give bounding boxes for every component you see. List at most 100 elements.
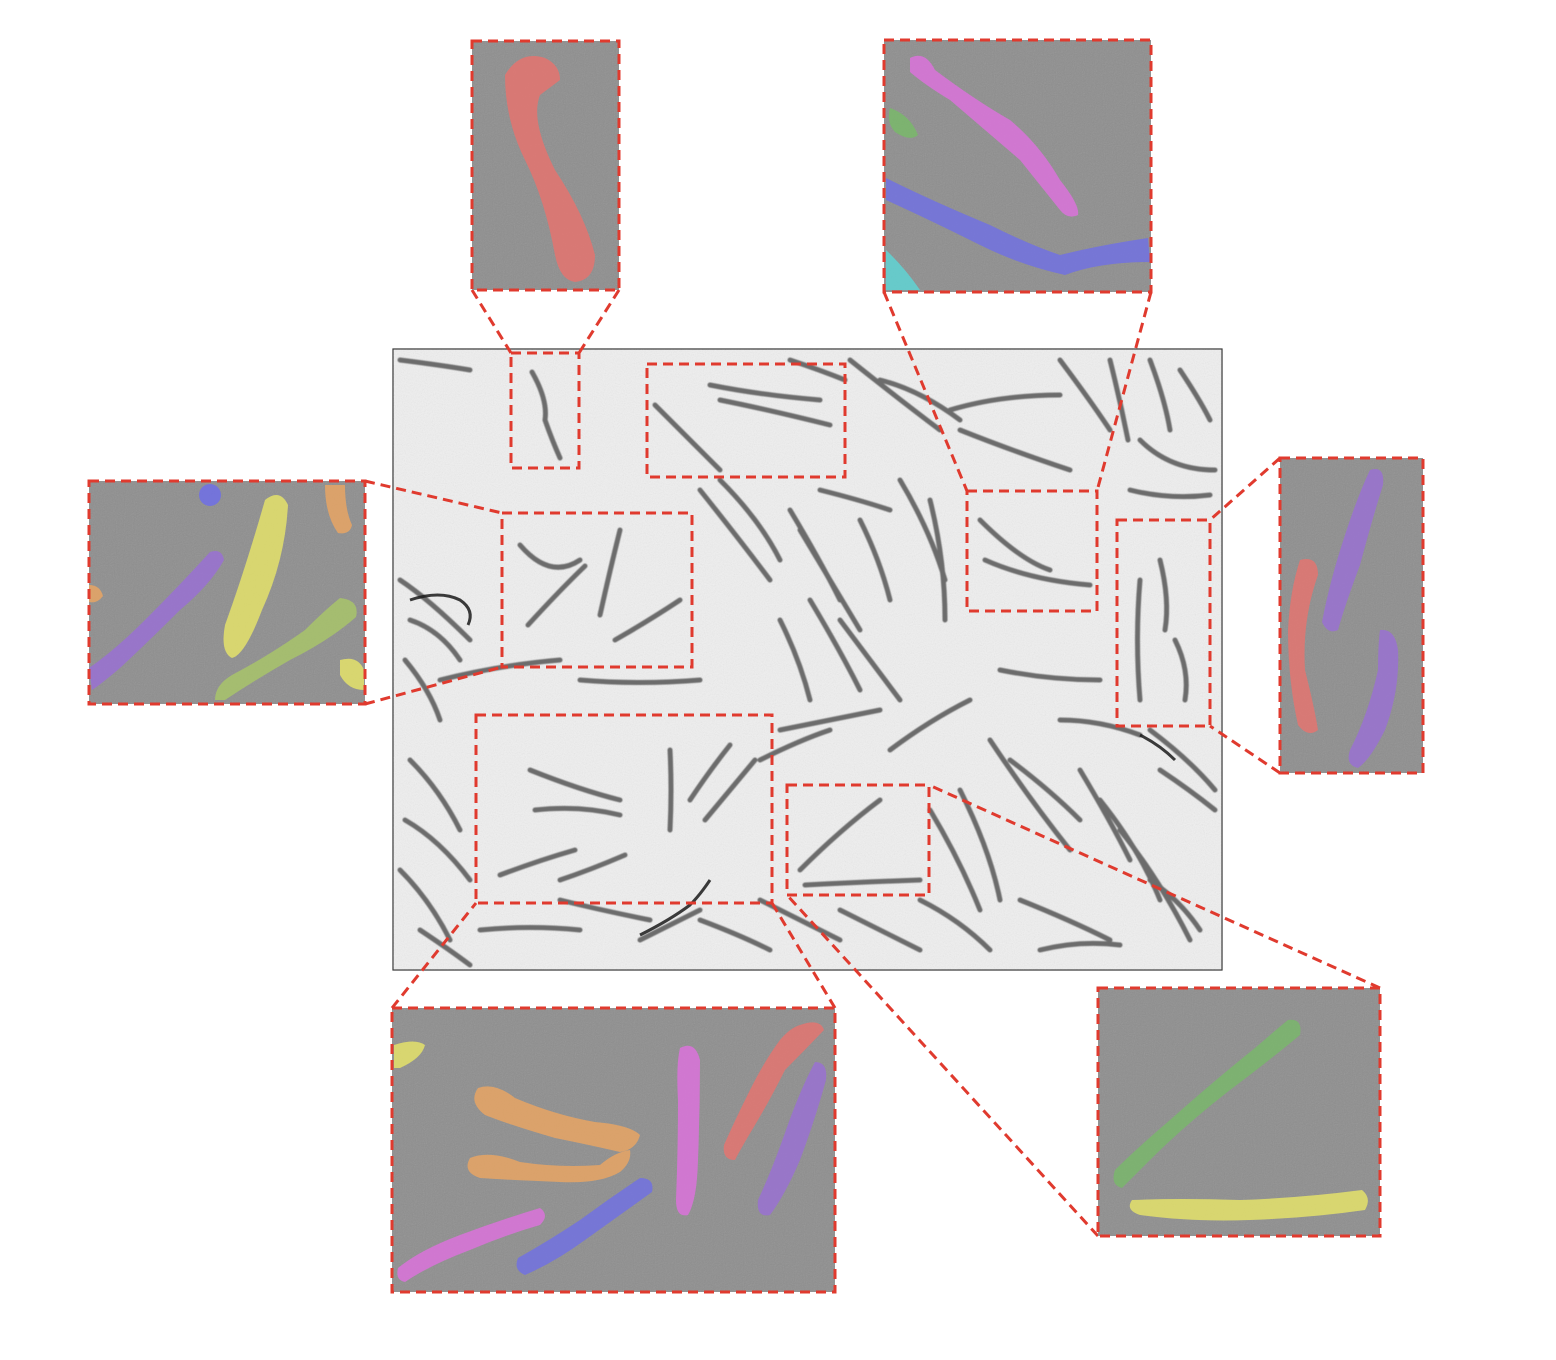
filament bbox=[687, 742, 733, 803]
filament bbox=[787, 357, 848, 383]
segmentation-mask-purple bbox=[1322, 469, 1384, 632]
top-left-inset bbox=[470, 39, 621, 292]
filament bbox=[637, 907, 703, 943]
filament bbox=[529, 369, 563, 461]
connector bbox=[470, 289, 513, 354]
filament bbox=[477, 925, 583, 933]
source-region-right bbox=[1115, 518, 1212, 728]
source-region-left bbox=[500, 511, 694, 669]
filament bbox=[837, 617, 903, 703]
connector bbox=[785, 893, 1100, 1238]
filament bbox=[577, 677, 703, 685]
filament bbox=[797, 797, 883, 873]
right-inset bbox=[1278, 456, 1425, 775]
filament bbox=[877, 377, 963, 423]
dark-fiber bbox=[1139, 733, 1177, 762]
segmentation-mask-magenta bbox=[910, 55, 1079, 217]
filament bbox=[757, 727, 833, 763]
source-region-bottom-left bbox=[474, 713, 774, 905]
filament bbox=[1147, 357, 1173, 433]
micrograph-grain bbox=[393, 349, 1222, 970]
filament bbox=[837, 907, 923, 953]
inset-border bbox=[390, 1006, 837, 1294]
filament bbox=[532, 805, 623, 818]
segmentation-mask-red bbox=[1288, 559, 1318, 734]
inset-grain bbox=[89, 481, 365, 704]
filament bbox=[977, 517, 1053, 573]
segmentation-mask-orange bbox=[89, 585, 103, 603]
filament bbox=[1177, 367, 1213, 423]
connector bbox=[364, 479, 503, 515]
filament bbox=[525, 563, 588, 628]
filament bbox=[402, 817, 473, 883]
filament bbox=[667, 747, 674, 833]
segmentation-mask-orange bbox=[474, 1086, 640, 1152]
filament bbox=[1037, 940, 1123, 953]
segmentation-mask-purple bbox=[1348, 629, 1399, 768]
inset-border bbox=[87, 479, 367, 706]
filament bbox=[1007, 757, 1083, 823]
source-region-bottom-right bbox=[785, 783, 931, 897]
segmentation-mask-magenta bbox=[676, 1045, 700, 1216]
filament bbox=[777, 707, 883, 733]
filament bbox=[802, 877, 923, 888]
filament bbox=[1137, 437, 1218, 473]
filament bbox=[402, 657, 443, 723]
filament bbox=[982, 557, 1093, 588]
segmentation-mask-yellow bbox=[223, 495, 288, 658]
filament bbox=[817, 487, 893, 513]
filament bbox=[1147, 727, 1218, 793]
filament bbox=[1057, 717, 1143, 738]
source-region-top-right bbox=[965, 489, 1099, 613]
filament bbox=[407, 617, 463, 663]
bottom-right-inset bbox=[1096, 986, 1382, 1238]
inset-border bbox=[1278, 456, 1425, 775]
inset-border bbox=[1096, 986, 1382, 1238]
segmentation-mask-red bbox=[723, 1022, 824, 1160]
filament bbox=[1157, 767, 1218, 813]
filament bbox=[702, 757, 758, 823]
filament bbox=[797, 527, 863, 633]
segmentation-mask-orange bbox=[467, 1150, 631, 1183]
filament bbox=[857, 517, 893, 603]
filament bbox=[652, 402, 723, 473]
connector bbox=[1209, 724, 1281, 775]
segmentation-mask-purple bbox=[757, 1062, 827, 1216]
segmentation-mask-olive bbox=[215, 598, 357, 700]
filament bbox=[497, 847, 578, 878]
connector bbox=[364, 665, 503, 706]
segmentation-mask-magenta bbox=[397, 1208, 545, 1282]
dark-fibers bbox=[409, 593, 1177, 937]
callout-connectors bbox=[364, 289, 1381, 1238]
filament bbox=[527, 767, 623, 803]
source-regions bbox=[474, 351, 1212, 905]
filament bbox=[1057, 357, 1113, 433]
inset-border bbox=[470, 39, 621, 292]
left-inset bbox=[87, 479, 367, 706]
connector bbox=[770, 902, 837, 1009]
filament bbox=[557, 897, 653, 923]
filament bbox=[1107, 357, 1131, 443]
filament bbox=[957, 427, 1073, 473]
filament bbox=[397, 867, 453, 943]
filament bbox=[1127, 487, 1213, 500]
connector bbox=[928, 783, 1381, 990]
segmentation-mask-blue bbox=[199, 484, 221, 506]
segmentation-mask-blue bbox=[516, 1178, 653, 1275]
filament bbox=[417, 927, 473, 968]
micrograph bbox=[392, 348, 1223, 971]
filament bbox=[847, 357, 943, 433]
filament bbox=[1017, 897, 1113, 943]
filament bbox=[1172, 637, 1189, 703]
inset-border bbox=[882, 38, 1153, 294]
filament bbox=[987, 737, 1073, 853]
connector bbox=[882, 291, 969, 492]
bottom-left-inset bbox=[390, 1006, 837, 1294]
filament bbox=[1077, 767, 1133, 863]
filament bbox=[717, 397, 833, 428]
filament bbox=[947, 392, 1063, 413]
filament bbox=[927, 497, 948, 623]
segmentation-mask-yellow bbox=[1129, 1190, 1368, 1221]
filament bbox=[1157, 557, 1170, 633]
